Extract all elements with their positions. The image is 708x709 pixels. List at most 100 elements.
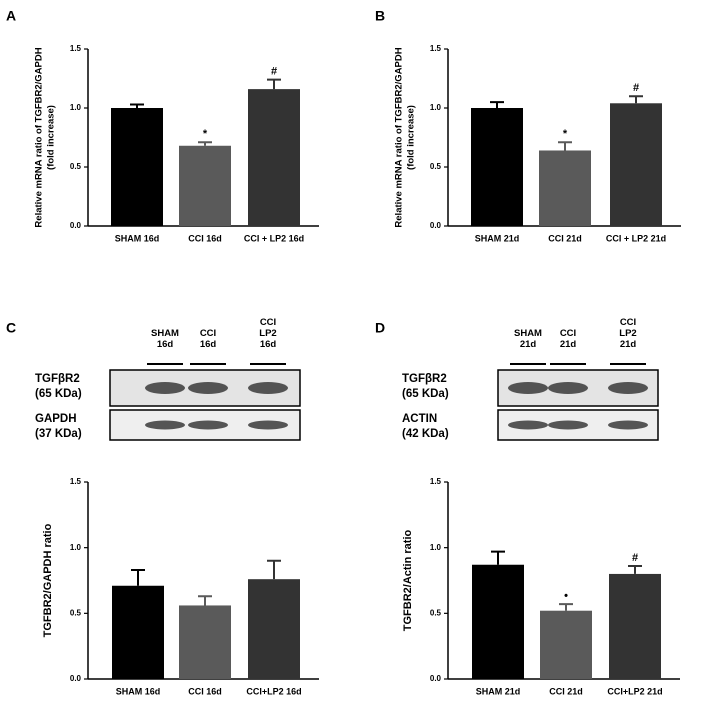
lane-label: CCI — [620, 317, 636, 328]
blot-band — [248, 420, 288, 430]
y-axis-label: TGFBR2/Actin ratio — [402, 529, 414, 631]
x-tick-label: CCI 16d — [188, 233, 222, 243]
bar — [540, 610, 592, 679]
lane-label: 21d — [520, 339, 537, 350]
bar — [471, 108, 523, 226]
y-tick-label: 0.0 — [430, 221, 442, 230]
x-tick-label: CCI+LP2 16d — [246, 686, 301, 696]
y-tick-label: 0.5 — [430, 608, 442, 617]
bar — [472, 564, 524, 679]
band-label: (42 KDa) — [402, 428, 449, 440]
error-bar — [198, 595, 212, 606]
x-tick-label: CCI 21d — [548, 233, 582, 243]
band-label: TGFβR2 — [402, 373, 447, 385]
blot-band — [548, 420, 588, 430]
y-tick-label: 0.0 — [70, 674, 82, 683]
bar — [609, 573, 661, 679]
error-bar — [267, 559, 281, 580]
bar — [610, 103, 662, 226]
blot-band — [608, 382, 648, 394]
y-tick-label: 1.0 — [70, 543, 82, 552]
lane-label: CCI — [200, 328, 216, 339]
y-axis-label: Relative mRNA ratio of TGFBR2/GAPDH — [394, 47, 405, 227]
lane-label: CCI — [260, 317, 276, 328]
blot-band — [508, 420, 548, 430]
lane-label: 21d — [560, 339, 577, 350]
bar — [248, 579, 300, 679]
lane-label: 21d — [620, 339, 637, 350]
y-tick-label: 1.0 — [430, 103, 442, 112]
significance-mark: * — [203, 128, 208, 140]
y-tick-label: 0.5 — [70, 162, 82, 171]
band-label: (37 KDa) — [35, 428, 82, 440]
bar — [179, 605, 231, 679]
significance-mark: # — [271, 66, 277, 78]
band-label: (65 KDa) — [402, 388, 449, 400]
blot-band — [508, 382, 548, 394]
error-bar — [490, 101, 504, 108]
y-tick-label: 1.5 — [70, 477, 82, 486]
y-tick-label: 0.0 — [430, 674, 442, 683]
lane-label: SHAM — [151, 328, 179, 339]
x-tick-label: CCI 21d — [549, 686, 583, 696]
band-label: GAPDH — [35, 413, 77, 425]
significance-mark: # — [633, 82, 639, 94]
y-tick-label: 1.5 — [70, 44, 82, 53]
y-tick-label: 1.5 — [430, 477, 442, 486]
blot-band — [188, 382, 228, 394]
y-axis-label: (fold increase) — [46, 105, 57, 170]
error-bar — [559, 603, 573, 611]
y-tick-label: 0.5 — [430, 162, 442, 171]
x-tick-label: SHAM 21d — [475, 233, 520, 243]
significance-mark: • — [564, 590, 568, 602]
error-bar — [491, 550, 505, 565]
y-axis-label: (fold increase) — [406, 105, 417, 170]
error-bar — [628, 565, 642, 574]
lane-label: LP2 — [259, 328, 276, 339]
band-label: ACTIN — [402, 413, 437, 425]
bar — [111, 108, 163, 226]
lane-label: 16d — [157, 339, 174, 350]
band-label: (65 KDa) — [35, 388, 82, 400]
panel-letter: A — [6, 7, 16, 23]
lane-label: CCI — [560, 328, 576, 339]
blot-band — [145, 382, 185, 394]
y-tick-label: 0.5 — [70, 608, 82, 617]
bar — [112, 585, 164, 679]
lane-label: 16d — [260, 339, 277, 350]
blot-band — [608, 420, 648, 430]
y-tick-label: 0.0 — [70, 221, 82, 230]
significance-mark: * — [563, 128, 568, 140]
x-tick-label: SHAM 16d — [115, 233, 160, 243]
band-label: TGFβR2 — [35, 373, 80, 385]
error-bar — [267, 78, 281, 90]
bar — [539, 150, 591, 226]
error-bar — [131, 568, 145, 586]
lane-label: SHAM — [514, 328, 542, 339]
error-bar — [130, 103, 144, 108]
bar — [179, 145, 231, 226]
x-tick-label: CCI+LP2 21d — [607, 686, 662, 696]
x-tick-label: SHAM 21d — [476, 686, 521, 696]
significance-mark: # — [632, 552, 638, 564]
panel-letter: D — [375, 319, 385, 335]
y-axis-label: Relative mRNA ratio of TGFBR2/GAPDH — [34, 47, 45, 227]
y-tick-label: 1.0 — [430, 543, 442, 552]
bar — [248, 89, 300, 227]
x-tick-label: CCI 16d — [188, 686, 222, 696]
blot-band — [188, 420, 228, 430]
blot-band — [548, 382, 588, 394]
y-tick-label: 1.5 — [430, 44, 442, 53]
x-tick-label: SHAM 16d — [116, 686, 161, 696]
blot-band — [145, 420, 185, 430]
error-bar — [558, 141, 572, 151]
panel-letter: B — [375, 7, 385, 23]
x-tick-label: CCI + LP2 16d — [244, 233, 304, 243]
blot-band — [248, 382, 288, 394]
lane-label: 16d — [200, 339, 217, 350]
y-tick-label: 1.0 — [70, 103, 82, 112]
y-axis-label: TGFBR2/GAPDH ratio — [42, 523, 54, 637]
lane-label: LP2 — [619, 328, 636, 339]
panel-letter: C — [6, 319, 16, 335]
